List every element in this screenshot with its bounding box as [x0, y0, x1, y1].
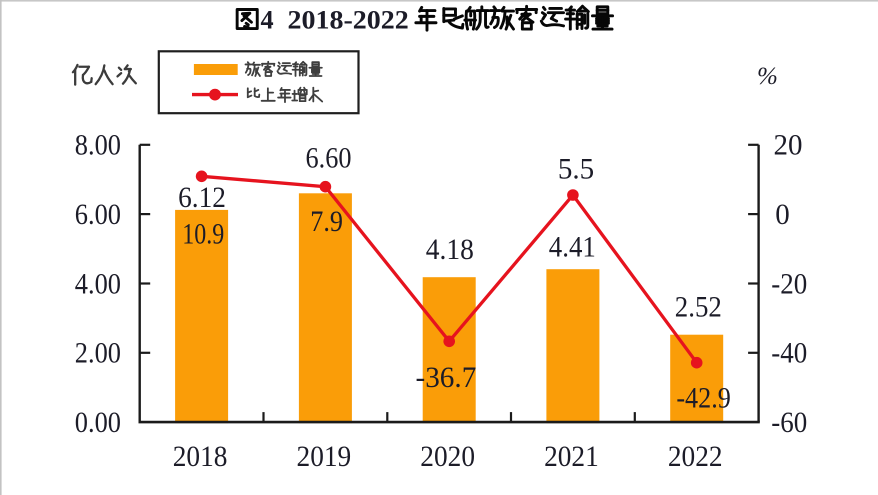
svg-text:8.00: 8.00 — [75, 129, 121, 162]
svg-text:5.5: 5.5 — [558, 153, 594, 186]
svg-text:2021: 2021 — [544, 440, 599, 473]
svg-text:-40: -40 — [771, 337, 807, 370]
svg-text:10.9: 10.9 — [182, 217, 224, 250]
svg-text:2018: 2018 — [173, 440, 228, 473]
svg-text:4: 4 — [261, 6, 274, 35]
svg-text:-20: -20 — [771, 267, 807, 300]
svg-text:6.60: 6.60 — [306, 142, 352, 175]
svg-text:2020: 2020 — [420, 440, 475, 473]
svg-text:2018-2022: 2018-2022 — [288, 6, 409, 35]
svg-text:0: 0 — [775, 198, 790, 231]
svg-text:6.12: 6.12 — [178, 181, 226, 214]
svg-text:-36.7: -36.7 — [416, 361, 477, 394]
svg-text:%: % — [757, 63, 778, 90]
svg-text:-42.9: -42.9 — [676, 381, 731, 414]
svg-text:-60: -60 — [771, 406, 807, 439]
svg-text:20: 20 — [774, 129, 803, 162]
svg-text:2019: 2019 — [297, 440, 352, 473]
svg-text:2022: 2022 — [668, 440, 723, 473]
svg-text:2.52: 2.52 — [675, 290, 722, 323]
svg-text:4.41: 4.41 — [549, 231, 596, 264]
svg-text:4.18: 4.18 — [426, 233, 474, 266]
svg-text:4.00: 4.00 — [75, 267, 121, 300]
svg-text:6.00: 6.00 — [75, 198, 121, 231]
svg-text:2.00: 2.00 — [75, 337, 121, 370]
svg-text:0.00: 0.00 — [75, 406, 121, 439]
svg-text:7.9: 7.9 — [310, 205, 343, 238]
